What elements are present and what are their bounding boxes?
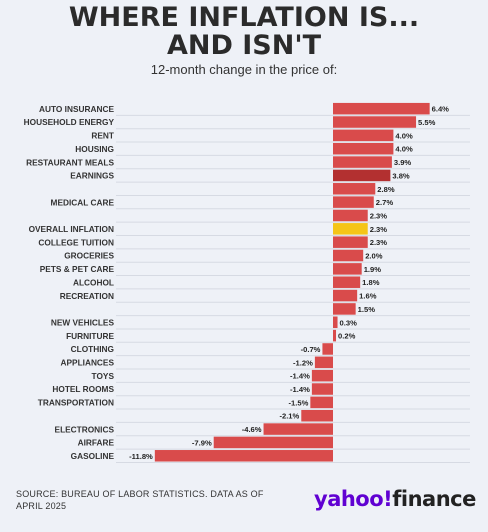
category-label-auto-insurance: AUTO INSURANCE <box>39 104 114 114</box>
value-label-new-vehicles: 0.3% <box>340 318 358 327</box>
category-label-appliances: APPLIANCES <box>61 358 115 368</box>
bar-housing <box>333 142 394 155</box>
bar-household-energy <box>333 116 417 128</box>
bar-appliances <box>314 356 333 369</box>
value-label-housing: 4.0% <box>395 145 413 154</box>
bar-new-vehicles <box>333 316 338 329</box>
category-label-furniture: FURNITURE <box>66 331 114 341</box>
category-label-housing: HOUSING <box>75 144 114 154</box>
value-label-transportation: -1.5% <box>289 398 309 407</box>
category-label-toys: TOYS <box>92 371 115 381</box>
bar-unlabeled-8 <box>333 209 368 222</box>
value-label-college-tuition: 2.3% <box>370 238 388 247</box>
bar-alcohol <box>333 276 361 288</box>
chart-title-line-2: AND ISN'T <box>166 30 322 61</box>
value-label-unlabeled-6: 2.8% <box>377 185 395 194</box>
value-label-earnings: 3.8% <box>392 171 410 180</box>
bar-groceries <box>333 249 364 262</box>
bar-hotel-rooms <box>311 383 333 395</box>
value-label-clothing: -0.7% <box>301 345 321 354</box>
bar-clothing <box>322 343 333 355</box>
bar-medical-care <box>333 196 374 208</box>
bar-unlabeled-6 <box>333 183 376 195</box>
logo-brand: yahoo! <box>314 487 393 511</box>
category-label-electronics: ELECTRONICS <box>55 424 115 434</box>
bar-electronics <box>263 423 333 435</box>
bar-unlabeled-15 <box>333 303 356 315</box>
value-label-pets-and-pet-care: 1.9% <box>364 265 382 274</box>
category-label-gasoline: GASOLINE <box>71 451 115 461</box>
value-label-medical-care: 2.7% <box>376 198 394 207</box>
category-label-restaurant-meals: RESTAURANT MEALS <box>26 157 114 167</box>
bar-transportation <box>310 396 333 409</box>
chart-subtitle: 12-month change in the price of: <box>150 62 338 77</box>
chart-title-line-1: WHERE INFLATION IS... <box>68 2 420 33</box>
bar-airfare <box>213 436 333 449</box>
category-label-college-tuition: COLLEGE TUITION <box>38 237 114 247</box>
value-label-groceries: 2.0% <box>365 252 383 261</box>
category-label-transportation: TRANSPORTATION <box>38 398 114 408</box>
bar-restaurant-meals <box>333 156 392 168</box>
value-label-airfare: -7.9% <box>192 438 212 447</box>
inflation-bar-chart: AUTO INSURANCE 6.4% HOUSEHOLD ENERGY 5.5% RE… <box>24 102 470 463</box>
yahoo-finance-logo: yahoo!finance <box>314 486 476 512</box>
bar-rent <box>333 129 394 142</box>
bar-earnings <box>333 169 391 182</box>
category-label-groceries: GROCERIES <box>64 251 114 261</box>
value-label-furniture: 0.2% <box>338 332 356 341</box>
value-label-unlabeled-15: 1.5% <box>358 305 376 314</box>
value-label-gasoline: -11.8% <box>129 452 153 461</box>
logo-product: finance <box>392 487 476 511</box>
bar-toys <box>311 369 333 382</box>
bar-furniture <box>333 329 337 342</box>
value-label-unlabeled-23: -2.1% <box>279 412 299 421</box>
category-label-earnings: EARNINGS <box>70 171 114 181</box>
value-label-hotel-rooms: -1.4% <box>290 385 310 394</box>
category-label-recreation: RECREATION <box>60 291 114 301</box>
category-label-new-vehicles: NEW VEHICLES <box>51 317 115 327</box>
value-label-auto-insurance: 6.4% <box>432 105 450 114</box>
bar-college-tuition <box>333 236 368 248</box>
category-label-household-energy: HOUSEHOLD ENERGY <box>24 117 115 127</box>
value-label-household-energy: 5.5% <box>418 118 436 127</box>
category-label-medical-care: MEDICAL CARE <box>51 197 115 207</box>
category-label-alcohol: ALCOHOL <box>73 277 114 287</box>
bar-auto-insurance <box>333 102 430 115</box>
value-label-toys: -1.4% <box>290 372 310 381</box>
value-label-recreation: 1.6% <box>359 292 377 301</box>
bar-gasoline <box>154 450 333 462</box>
source-note: SOURCE: BUREAU OF LABOR STATISTICS. DATA… <box>16 489 264 511</box>
value-label-alcohol: 1.8% <box>362 278 380 287</box>
category-label-clothing: CLOTHING <box>71 344 114 354</box>
value-label-rent: 4.0% <box>395 131 413 140</box>
value-label-overall-inflation: 2.3% <box>370 225 388 234</box>
category-label-hotel-rooms: HOTEL ROOMS <box>52 384 114 394</box>
value-label-appliances: -1.2% <box>293 358 313 367</box>
bar-pets-and-pet-care <box>333 263 362 275</box>
bar-unlabeled-23 <box>301 409 333 422</box>
category-label-rent: RENT <box>91 131 114 141</box>
category-label-airfare: AIRFARE <box>78 438 115 448</box>
bar-overall-inflation <box>333 223 368 235</box>
value-label-electronics: -4.6% <box>242 425 262 434</box>
value-label-restaurant-meals: 3.9% <box>394 158 412 167</box>
bar-recreation <box>333 289 358 302</box>
category-label-overall-inflation: OVERALL INFLATION <box>29 224 114 234</box>
value-label-unlabeled-8: 2.3% <box>370 211 388 220</box>
category-label-pets-and-pet-care: PETS & PET CARE <box>40 264 115 274</box>
